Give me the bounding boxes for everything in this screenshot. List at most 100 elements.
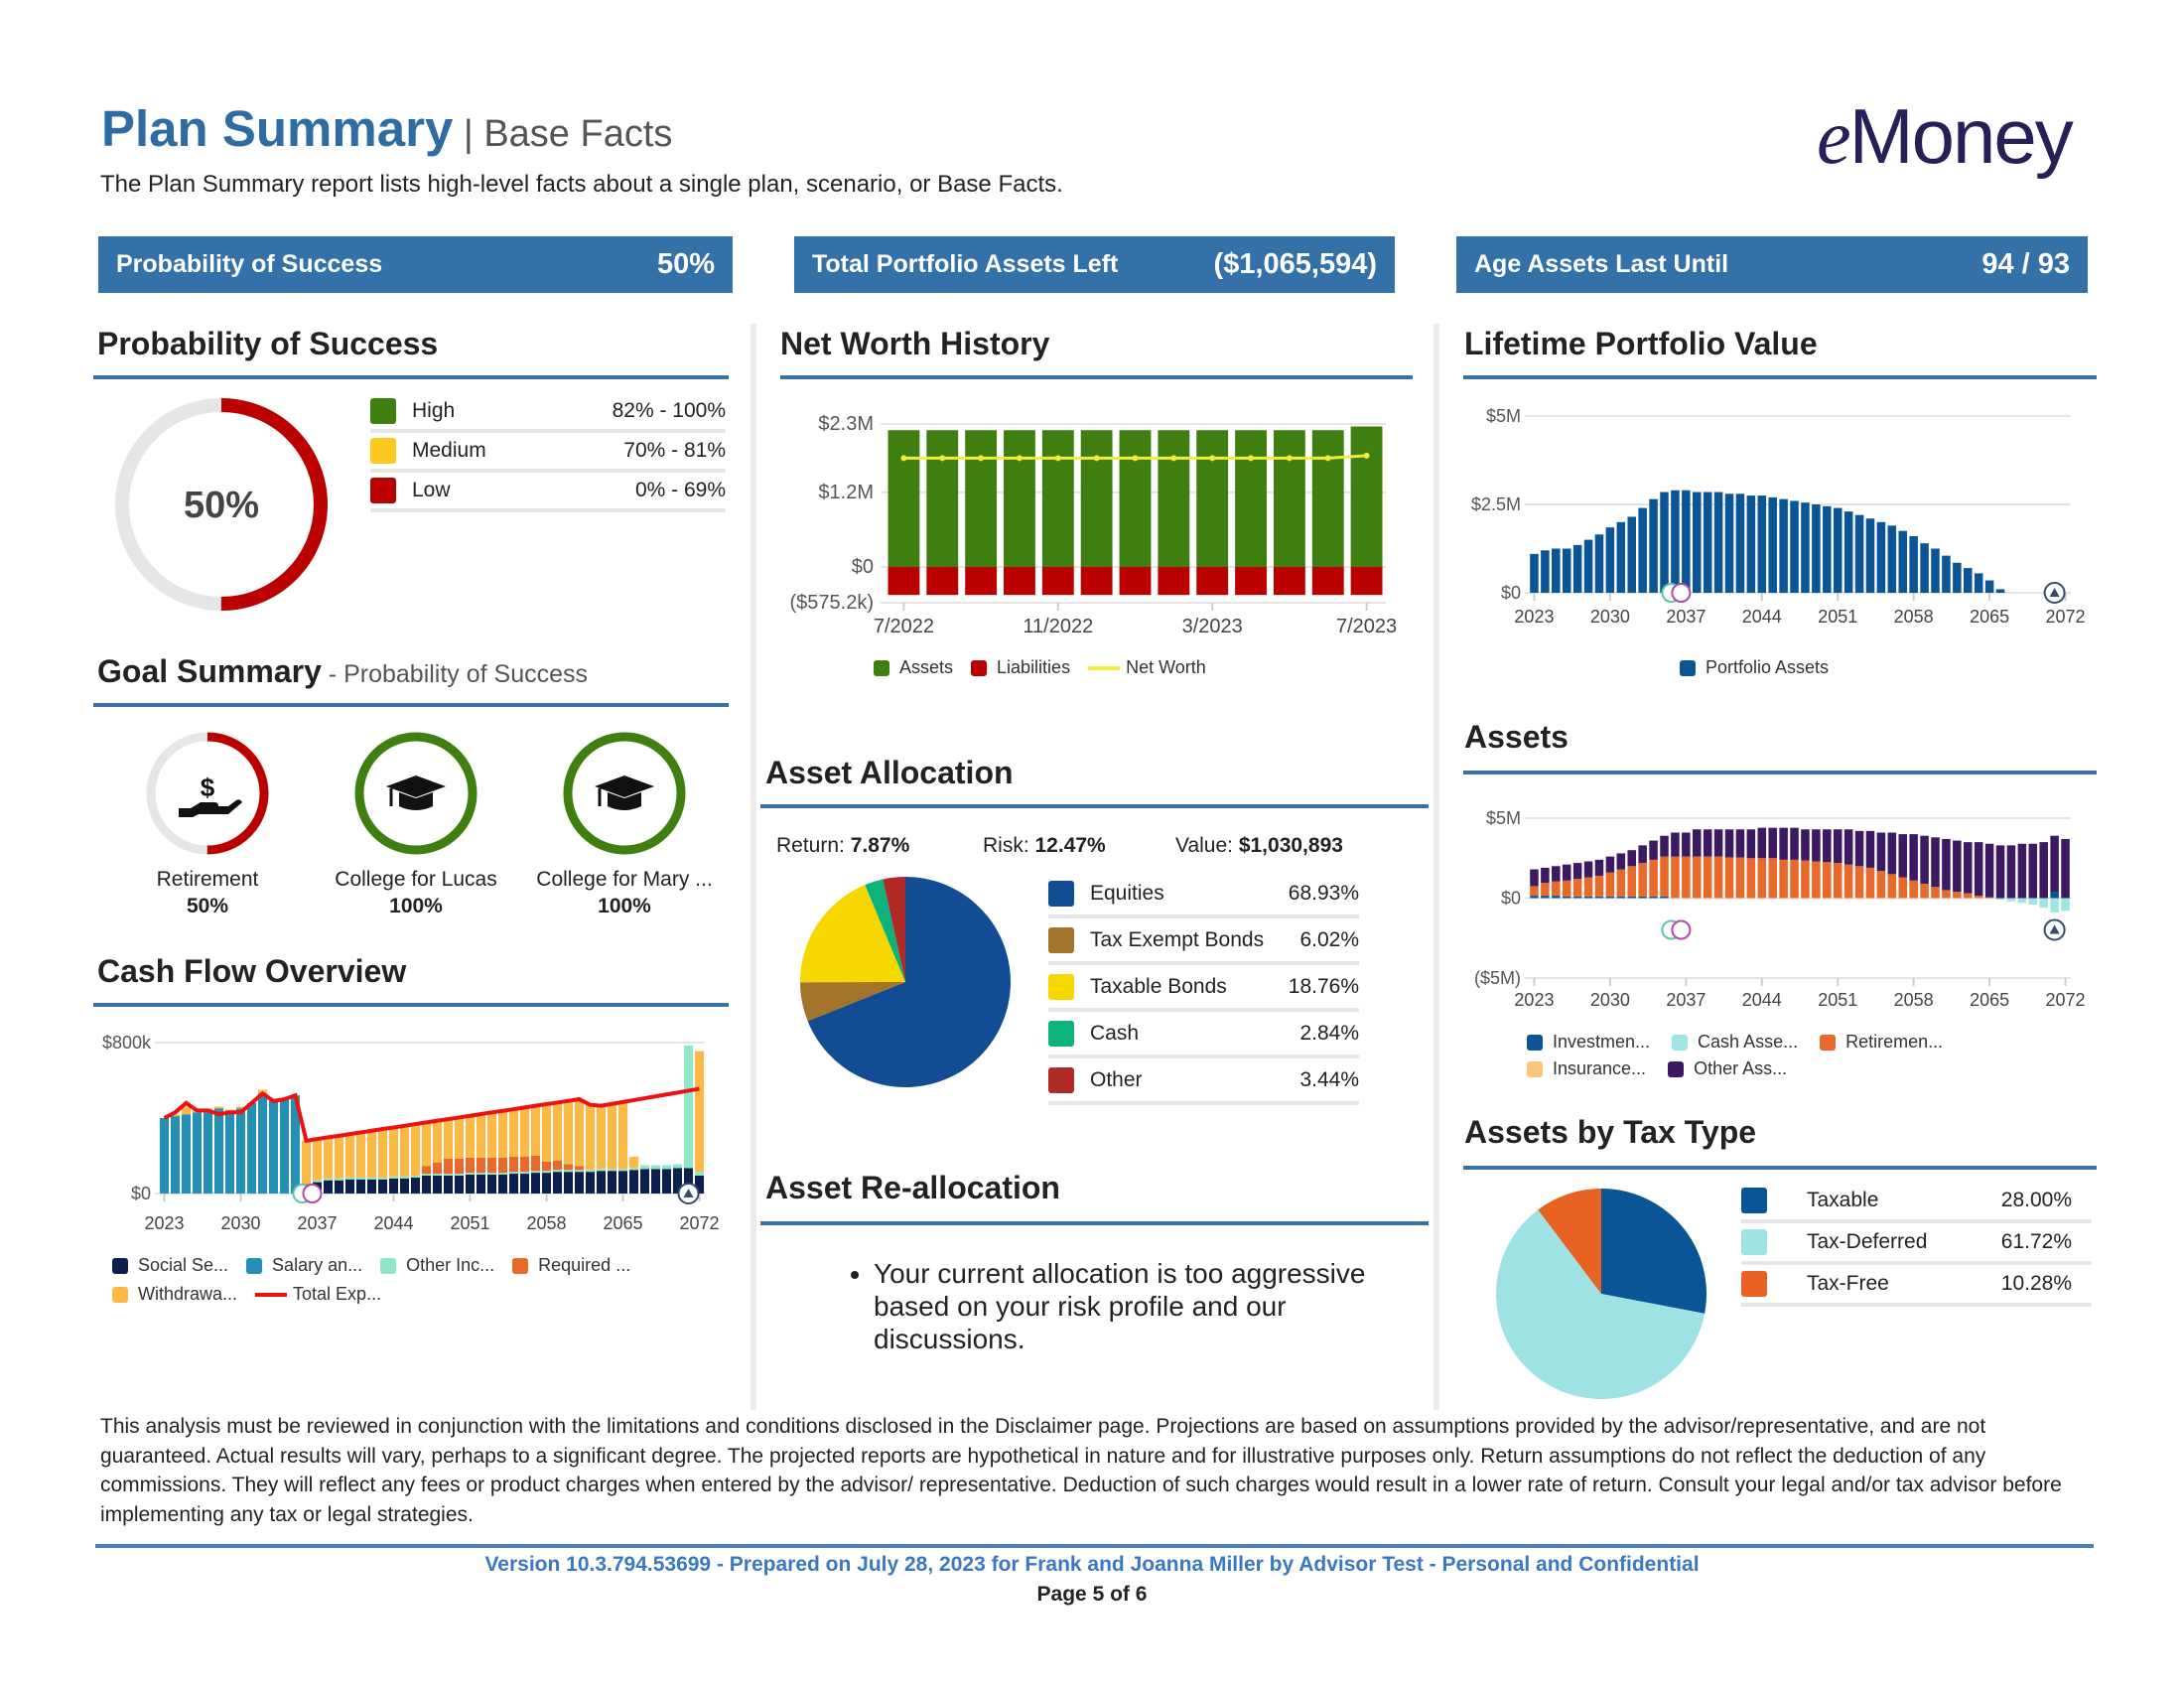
heading-underline: [1463, 375, 2097, 379]
bar-socialse: [476, 1175, 486, 1194]
goal-probability: 50%: [186, 895, 229, 917]
pie-slice-equities: [807, 877, 1011, 1087]
bar-otherass: [1876, 832, 1886, 872]
bar-socialse: [388, 1178, 399, 1194]
bar-otherinc: [454, 1174, 465, 1176]
bar-socialse: [334, 1180, 344, 1194]
bar-portfolioassets: [1942, 555, 1951, 593]
legend-label: Equities: [1090, 881, 1164, 905]
bar-required: [519, 1156, 530, 1173]
bar-salaryan: [257, 1093, 268, 1194]
assets-chart: ($5M) $0 $5M 2023 2030 2037 2044 2051 2058 2065 20…: [1474, 808, 2086, 1010]
bar-salaryan: [290, 1095, 301, 1194]
goal-ring-arc: [563, 732, 686, 855]
bar-salaryan: [192, 1112, 203, 1194]
tax-type-pie: [1496, 1189, 1706, 1399]
bar-liabilities: [1273, 566, 1305, 596]
retirement-marker-icon: [1671, 919, 1692, 940]
bar-socialse: [454, 1175, 465, 1194]
graduation-cap-icon: [595, 775, 654, 810]
bar-otherass: [1693, 829, 1702, 857]
legend-swatch: [1672, 1034, 1689, 1051]
dollar-sign: $: [201, 773, 215, 802]
legend-label: Tax Exempt Bonds: [1090, 927, 1265, 951]
bar-otherass: [1682, 832, 1691, 857]
legend-item: Social Se...: [112, 1255, 228, 1276]
y-tick-label: $0: [852, 556, 874, 578]
legend-swatch: [1668, 1060, 1685, 1077]
bar-otherinc: [541, 1171, 552, 1174]
x-tick-label: 2037: [297, 1213, 337, 1233]
assets-legend: Investmen... Cash Asse... Retiremen... Insu…: [1527, 1032, 2043, 1079]
bar-socialse: [672, 1168, 683, 1194]
bar-withdrawa: [323, 1137, 334, 1179]
bar-retiremen: [1605, 872, 1615, 897]
bar-otherass: [1953, 840, 1962, 893]
legend-value: 2.84%: [1299, 1021, 1359, 1045]
line-point: [900, 455, 907, 462]
bar-otherass: [1735, 829, 1745, 858]
legend-item: Withdrawa...: [112, 1284, 237, 1305]
x-tick-label: 11/2022: [1023, 616, 1093, 637]
legend-line-swatch: [1088, 665, 1121, 670]
legend-value: 10.28%: [2000, 1272, 2072, 1295]
graduation-cap-icon: [386, 775, 446, 810]
risk-value: 12.47%: [1034, 834, 1106, 857]
pie-slice-taxable: [1601, 1189, 1706, 1314]
legend-label: Social Se...: [138, 1255, 229, 1275]
legend-item: Liabilities: [971, 657, 1070, 678]
bar-retiremen: [1552, 881, 1561, 897]
bar-socialse: [574, 1172, 585, 1194]
legend-row: Tax-Free 10.28%: [1741, 1265, 2092, 1307]
section-heading-net-worth: Net Worth History: [780, 326, 1050, 361]
y-tick-label: ($5M): [1474, 968, 1521, 988]
bar-retiremen: [1746, 858, 1756, 899]
bar-salaryan: [279, 1099, 290, 1194]
bar-salaryan: [159, 1118, 170, 1194]
footer-version: Version 10.3.794.53699 - Prepared on Jul…: [484, 1553, 1700, 1576]
bar-assets: [1235, 430, 1267, 567]
bar-assets: [887, 430, 920, 567]
bar-withdrawa: [607, 1103, 617, 1170]
bar-socialse: [552, 1172, 563, 1194]
page-title: Plan Summary | Base Facts: [101, 99, 672, 158]
legend-swatch: [874, 659, 889, 676]
bar-required: [563, 1164, 574, 1171]
bar-otherinc: [377, 1177, 388, 1180]
x-tick-label: 2030: [1590, 607, 1630, 627]
return-label: Return:: [776, 834, 851, 857]
bar-otherass: [1964, 842, 1973, 894]
bar-socialse: [694, 1175, 705, 1194]
column-divider: [751, 324, 756, 1410]
bar-retiremen: [1909, 880, 1918, 899]
bar-socialse: [421, 1175, 432, 1194]
bar-liabilities: [1311, 566, 1344, 596]
legend-label: High: [412, 399, 456, 422]
legend-swatch: [1741, 1229, 1767, 1255]
bar-required: [476, 1157, 486, 1174]
legend-item: Investmen...: [1527, 1032, 1650, 1053]
bar-otherass: [1995, 845, 2005, 899]
legend-swatch: [1527, 1060, 1543, 1077]
line-point: [1016, 455, 1023, 462]
bar-withdrawa: [344, 1134, 355, 1178]
bar-withdrawa: [563, 1100, 574, 1165]
reallocation-list: Your current allocation is too aggressiv…: [850, 1257, 1410, 1355]
legend-item: Retiremen...: [1820, 1032, 1943, 1053]
pie-slice-taxable-bonds: [800, 885, 905, 983]
bar-socialse: [683, 1168, 694, 1194]
bar-retiremen: [1541, 883, 1550, 897]
section-heading-reallocation: Asset Re-allocation: [765, 1170, 1060, 1205]
bar-portfolioassets: [1953, 562, 1962, 593]
lifetime-legend: Portfolio Assets: [1680, 657, 1829, 678]
bar-portfolioassets: [1594, 534, 1604, 593]
legend-label: Assets: [899, 657, 954, 677]
banner-value: ($1,065,594): [1213, 248, 1377, 280]
bar-portfolioassets: [1887, 525, 1897, 593]
bar-otherass: [1638, 845, 1647, 864]
legend-swatch: [370, 478, 396, 503]
bar-withdrawa: [399, 1125, 410, 1177]
legend-item: Portfolio Assets: [1680, 657, 1829, 678]
legend-label: Low: [412, 479, 451, 501]
bar-portfolioassets: [1768, 496, 1777, 593]
